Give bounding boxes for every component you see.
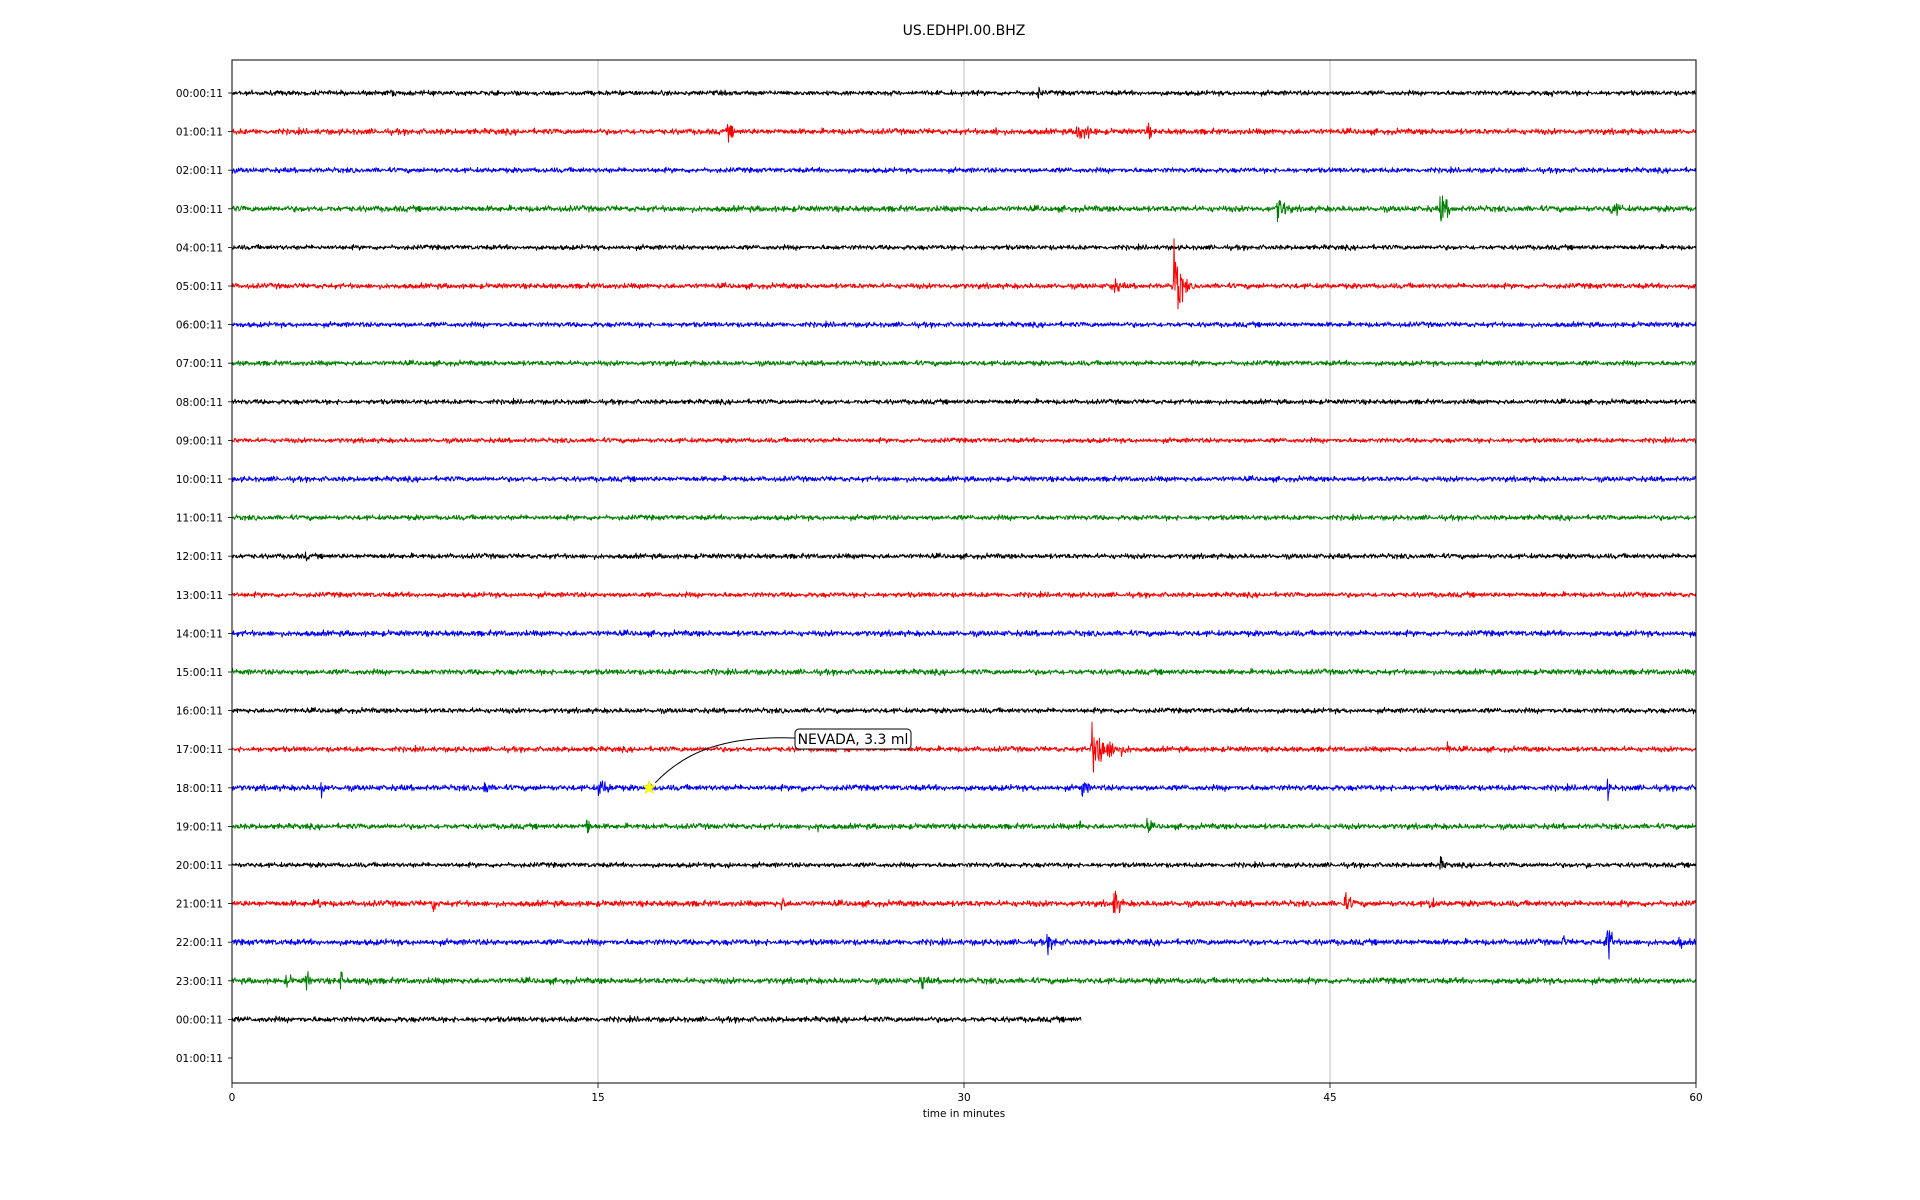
row-time-label: 01:00:11 xyxy=(176,1053,223,1065)
row-time-label: 21:00:11 xyxy=(176,899,223,911)
seismic-trace xyxy=(231,195,1697,223)
x-tick-label: 0 xyxy=(229,1092,236,1104)
row-time-label: 04:00:11 xyxy=(176,242,223,254)
x-tick-label: 30 xyxy=(957,1092,970,1104)
seismic-trace xyxy=(231,551,1697,562)
seismic-trace xyxy=(231,238,1697,310)
row-time-label: 06:00:11 xyxy=(176,320,223,332)
seismic-trace xyxy=(231,930,1696,960)
event-star-marker xyxy=(641,780,657,795)
seismic-trace xyxy=(231,475,1697,484)
seismic-trace xyxy=(231,86,1697,99)
chart-title: US.EDHPI.00.BHZ xyxy=(903,23,1026,39)
row-time-labels: 00:00:11 01:00:11 02:00:11 03:00:11 04:00:11… xyxy=(176,88,232,1065)
trace-rows xyxy=(231,86,1697,1024)
row-time-label: 05:00:11 xyxy=(176,281,223,293)
row-time-label: 22:00:11 xyxy=(176,937,223,949)
seismic-trace xyxy=(231,629,1697,638)
row-time-label: 01:00:11 xyxy=(176,127,223,139)
row-time-label: 17:00:11 xyxy=(176,744,223,756)
seismic-trace xyxy=(231,166,1697,175)
seismic-trace xyxy=(231,513,1696,522)
seismic-trace xyxy=(231,667,1697,677)
row-time-label: 03:00:11 xyxy=(176,204,223,216)
vertical-gridlines xyxy=(597,60,1331,1083)
event-annotations: NEVADA, 3.3 ml xyxy=(641,728,912,795)
row-time-label: 08:00:11 xyxy=(176,397,223,409)
seismic-trace xyxy=(231,721,1697,773)
x-tick-label: 45 xyxy=(1323,1092,1336,1104)
row-time-label: 14:00:11 xyxy=(176,628,223,640)
row-time-label: 00:00:11 xyxy=(176,88,223,100)
seismic-trace xyxy=(231,778,1697,801)
row-time-label: 13:00:11 xyxy=(176,590,223,602)
seismic-trace xyxy=(231,590,1697,599)
row-time-label: 10:00:11 xyxy=(176,474,223,486)
row-time-label: 19:00:11 xyxy=(176,821,223,833)
seismic-trace xyxy=(231,856,1697,870)
row-time-label: 18:00:11 xyxy=(176,783,223,795)
row-time-label: 12:00:11 xyxy=(176,551,223,563)
x-tick-label: 60 xyxy=(1689,1092,1702,1104)
x-axis-label: time in minutes xyxy=(923,1108,1005,1120)
seismic-trace xyxy=(231,320,1697,329)
x-axis-ticks: 0 15 30 45 60 xyxy=(229,1083,1703,1104)
row-time-label: 11:00:11 xyxy=(176,513,223,525)
annotation-label: NEVADA, 3.3 ml xyxy=(798,732,909,748)
row-time-label: 16:00:11 xyxy=(176,706,223,718)
x-tick-label: 15 xyxy=(591,1092,604,1104)
seismic-trace xyxy=(232,817,1697,834)
seismic-trace xyxy=(231,706,1697,715)
row-time-label: 23:00:11 xyxy=(176,976,223,988)
seismic-trace xyxy=(231,970,1697,991)
row-time-label: 00:00:11 xyxy=(176,1014,223,1026)
annotation-connector xyxy=(654,737,796,784)
row-time-label: 20:00:11 xyxy=(176,860,223,872)
row-time-label: 15:00:11 xyxy=(176,667,223,679)
seismic-trace xyxy=(231,1015,1082,1024)
row-time-label: 07:00:11 xyxy=(176,358,223,370)
seismic-trace xyxy=(231,436,1697,445)
annotation-box xyxy=(794,728,912,750)
row-time-label: 09:00:11 xyxy=(176,435,223,447)
seismic-trace xyxy=(231,397,1697,406)
seismic-trace xyxy=(231,890,1697,914)
seismic-trace xyxy=(231,359,1697,368)
seismic-trace xyxy=(231,122,1697,143)
row-time-label: 02:00:11 xyxy=(176,165,223,177)
seismic-trace xyxy=(231,243,1697,252)
